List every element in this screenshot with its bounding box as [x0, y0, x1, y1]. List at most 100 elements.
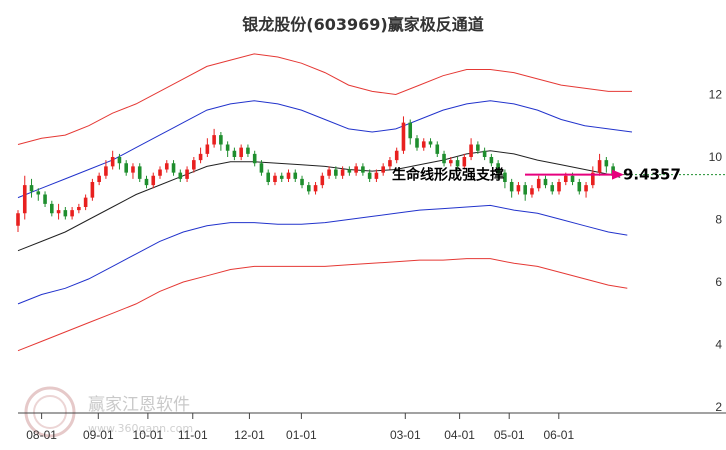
y-axis: 2 4 6 8 10 12: [709, 88, 723, 415]
candle-body: [279, 175, 284, 179]
candle-body: [151, 175, 156, 186]
candle-body: [144, 178, 149, 186]
band-lifeline: [17, 150, 621, 252]
candle-body: [482, 150, 487, 157]
candle-body: [300, 178, 304, 186]
candle-body: [117, 157, 122, 164]
candle-body: [340, 169, 345, 176]
candle-body: [293, 172, 298, 179]
candle-body: [604, 160, 609, 167]
candle-body: [83, 197, 88, 207]
candle-body: [327, 169, 331, 176]
candle-body: [90, 182, 95, 198]
y-tick-label: 2: [715, 400, 722, 414]
candle-body: [421, 141, 426, 148]
candle-body: [361, 166, 365, 173]
candle-body: [205, 144, 210, 154]
candle-body: [306, 185, 311, 192]
channel-bands: [17, 53, 633, 352]
candle-body: [110, 157, 115, 167]
band-inner_upper: [17, 100, 633, 199]
candle-body: [577, 182, 582, 192]
y-tick-label: 12: [709, 88, 723, 102]
candle-body: [428, 141, 433, 145]
candle-body: [462, 157, 467, 167]
candle-body: [70, 210, 74, 217]
candle-body: [77, 207, 81, 211]
current-price-label: 9.4357: [623, 166, 681, 184]
candle-body: [570, 175, 575, 182]
annotation-layer: 生命线形成强支撑 9.4357: [392, 166, 726, 184]
y-tick-label: 6: [715, 275, 722, 289]
candle-body: [557, 182, 561, 192]
x-tick-label: 01-01: [286, 428, 317, 442]
candle-body: [273, 175, 277, 182]
candle-body: [22, 185, 27, 214]
candle-body: [97, 175, 101, 182]
watermark-logo-inner: [33, 395, 67, 429]
candle-body: [516, 185, 521, 192]
candle-body: [246, 147, 250, 154]
candle-body: [550, 185, 555, 192]
candle-body: [509, 182, 514, 192]
candle-body: [259, 163, 264, 173]
x-tick-label: 11-01: [178, 428, 208, 442]
candle-body: [185, 169, 189, 179]
x-tick-label: 04-01: [444, 428, 475, 442]
candle-body: [496, 163, 500, 173]
candle-body: [16, 213, 20, 226]
candle-body: [63, 210, 68, 217]
watermark-url: www.360gann.com: [88, 422, 193, 435]
candle-body: [354, 166, 358, 173]
y-tick-label: 4: [715, 338, 722, 352]
candle-body: [334, 169, 338, 176]
candle-body: [408, 122, 413, 139]
x-axis: 08-01 09-01 10-01 11-01 12-01 01-01 03-01 04-01…: [18, 412, 726, 442]
support-arrow-head: [612, 169, 624, 180]
candle-body: [442, 153, 446, 164]
candle-body: [503, 172, 507, 182]
candle-body: [239, 147, 243, 157]
candle-body: [489, 157, 494, 164]
candle-body: [563, 175, 568, 182]
candle-body: [523, 185, 527, 195]
candle-body: [347, 169, 352, 173]
candle-body: [394, 150, 399, 161]
candle-body: [252, 153, 257, 164]
candle-body: [320, 175, 325, 186]
candle-body: [401, 122, 406, 151]
candle-body: [388, 160, 392, 167]
candles: [16, 116, 615, 232]
band-inner_lower: [17, 204, 628, 305]
candle-body: [219, 135, 223, 145]
candle-body: [171, 163, 176, 173]
support-annotation: 生命线形成强支撑: [392, 167, 504, 184]
band-outer_upper: [17, 53, 632, 145]
candle-body: [313, 185, 318, 192]
candle-body: [286, 172, 291, 179]
candle-body: [104, 166, 108, 176]
candle-body: [225, 144, 230, 151]
band-outer_lower: [17, 258, 628, 352]
candle-body: [266, 172, 271, 182]
candle-body: [124, 163, 129, 173]
candle-body: [137, 166, 142, 179]
y-tick-label: 10: [709, 150, 723, 164]
candle-body: [56, 210, 61, 214]
candle-body: [29, 185, 34, 192]
candle-body: [435, 144, 440, 154]
candle-body: [476, 144, 480, 151]
candle-body: [543, 178, 548, 186]
candle-body: [591, 172, 595, 186]
candle-body: [584, 185, 588, 192]
candle-body: [367, 172, 372, 179]
candle-body: [597, 160, 602, 173]
x-tick-label: 09-01: [83, 428, 114, 442]
x-tick-label: 06-01: [543, 428, 574, 442]
x-tick-label: 08-01: [26, 428, 57, 442]
y-tick-label: 8: [715, 213, 722, 227]
candle-body: [469, 144, 473, 157]
watermark: 赢家江恩软件 www.360gann.com: [24, 386, 193, 438]
x-tick-label: 03-01: [390, 428, 421, 442]
